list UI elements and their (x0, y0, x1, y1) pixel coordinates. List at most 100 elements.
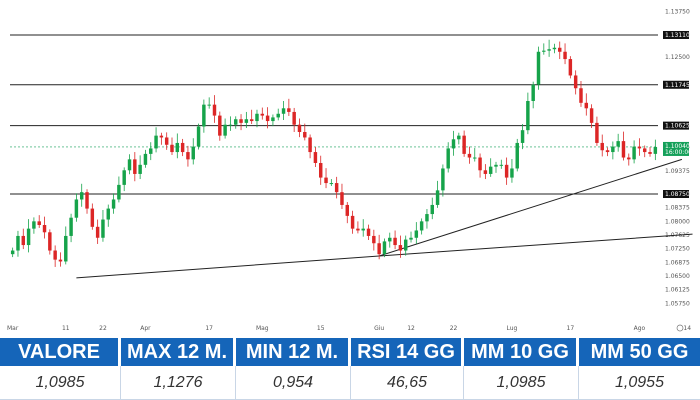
candle-body (175, 142, 180, 153)
candle-body (324, 177, 328, 184)
candle-body (589, 108, 594, 123)
candle-body (149, 148, 153, 154)
x-tick-label: Lug (507, 325, 518, 332)
candle-body (515, 142, 519, 169)
candle-body (350, 215, 355, 229)
value-valore: 1,0985 (0, 366, 121, 400)
candle-body (430, 204, 434, 215)
y-tick-label: 1.05750 (665, 300, 690, 307)
candle-body (90, 208, 95, 227)
candle-body (276, 113, 280, 118)
current-price-label: 1.10040 (665, 143, 690, 150)
candle-body (621, 141, 626, 158)
price-chart: 1.13750 1.13110 1.12500 1.11745 1.10625 1.100… (7, 9, 693, 332)
candle-body (212, 104, 217, 116)
candle-body (372, 235, 376, 244)
value-rsi-14gg: 46,65 (351, 366, 464, 400)
level-label: 1.11745 (665, 82, 690, 89)
candle-body (473, 157, 477, 159)
candle-body (568, 59, 573, 76)
candle-body (265, 115, 270, 122)
candle-body (32, 221, 36, 229)
x-tick-label: 14 (683, 325, 691, 332)
current-price-time: 16:00:00 (665, 149, 692, 156)
candle-body (223, 124, 227, 136)
candle-body (244, 119, 249, 123)
candle-body (42, 225, 47, 233)
candle-body (170, 144, 174, 153)
candle-body (536, 51, 541, 85)
candle-body (111, 199, 116, 209)
candle-body (207, 104, 211, 106)
level-label: 1.08750 (665, 191, 690, 198)
y-tick-label: 1.06500 (665, 273, 690, 280)
candle-body (58, 259, 63, 262)
candle-body (595, 122, 599, 143)
candle-body (297, 124, 302, 132)
candle-body (48, 232, 52, 251)
level-label: 1.10625 (665, 123, 690, 130)
header-mm-50gg: MM 50 GG (579, 338, 700, 366)
candle-body (478, 157, 482, 171)
candle-body (483, 170, 488, 174)
candle-body (611, 146, 615, 153)
candle-body (106, 208, 110, 220)
candle-body (218, 115, 222, 136)
y-tick-label: 1.08375 (665, 205, 690, 212)
candle-body (196, 126, 201, 147)
candle-body (653, 146, 658, 154)
candle-body (313, 152, 318, 163)
candle-body (164, 137, 169, 145)
x-tick-label: 17 (205, 325, 213, 332)
candle-body (281, 108, 286, 114)
candle-body (138, 164, 142, 174)
candle-body (409, 237, 413, 240)
candle-body (414, 230, 419, 238)
candle-body (504, 164, 509, 178)
candle-body (388, 237, 392, 242)
candle-body (552, 47, 557, 50)
candle-body (334, 183, 339, 193)
x-tick-label: 15 (317, 325, 325, 332)
candle-body (191, 146, 195, 160)
candle-body (308, 137, 312, 153)
candle-body (234, 119, 238, 125)
candle-body (467, 153, 472, 158)
candle-body (26, 228, 31, 246)
candle-body (10, 250, 15, 255)
candle-body (127, 159, 132, 171)
candle-body (542, 50, 546, 52)
candle-body (159, 135, 164, 138)
candle-body (462, 135, 466, 154)
candle-body (584, 102, 589, 109)
candle-body (85, 192, 89, 209)
candle-body (573, 75, 578, 89)
x-tick-label: Apr (140, 325, 151, 332)
x-tick-label: 22 (450, 325, 458, 332)
stats-table: VALORE MAX 12 M. MIN 12 M. RSI 14 GG MM … (0, 338, 700, 400)
candle-body (340, 192, 344, 205)
candle-body (499, 164, 504, 166)
candle-body (16, 235, 20, 251)
candle-body (249, 119, 254, 122)
stats-header-row: VALORE MAX 12 M. MIN 12 M. RSI 14 GG MM … (0, 338, 700, 366)
stats-value-row: 1,0985 1,1276 0,954 46,65 1,0985 1,0955 (0, 366, 700, 400)
compare-icon (676, 324, 684, 332)
y-tick-label: 1.09375 (665, 168, 690, 175)
trendline (378, 158, 683, 257)
x-tick-label: 12 (407, 325, 415, 332)
candle-body (377, 243, 381, 255)
y-tick-label: 1.07250 (665, 246, 690, 253)
candle-body (303, 132, 307, 138)
x-tick-label: 22 (99, 325, 107, 332)
candle-body (186, 152, 190, 160)
x-tick-label: Mar (7, 325, 19, 332)
candle-body (547, 49, 551, 51)
candle-body (117, 184, 121, 200)
candle-body (419, 221, 424, 231)
candle-body (133, 159, 137, 174)
value-mm-10gg: 1,0985 (464, 366, 579, 400)
candle-body (398, 245, 403, 251)
candle-body (627, 157, 631, 160)
candle-body (239, 119, 243, 123)
